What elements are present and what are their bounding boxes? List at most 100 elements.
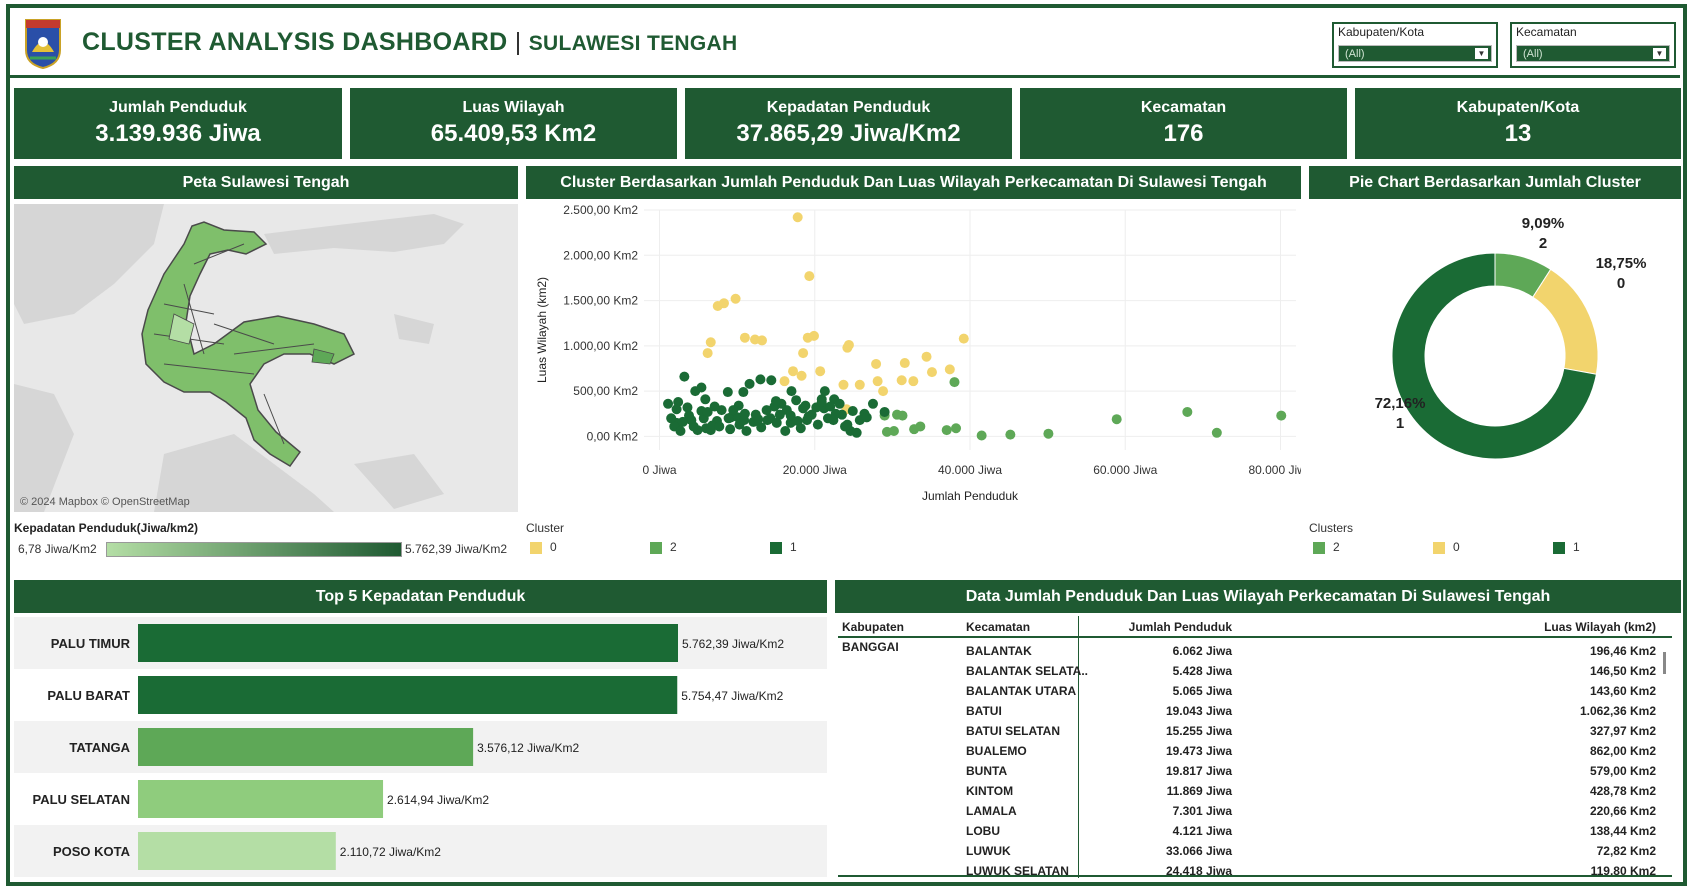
data-table[interactable]: Kabupaten Kecamatan Jumlah Penduduk Luas… bbox=[838, 616, 1672, 878]
scatter-point-cluster-1 bbox=[744, 378, 755, 389]
scatter-point-cluster-1 bbox=[709, 401, 720, 412]
kpi-value: 176 bbox=[1163, 120, 1204, 147]
table-row[interactable]: LAMALA 7.301 Jiwa 220,66 Km2 bbox=[838, 800, 1672, 820]
sulawesi-map[interactable] bbox=[14, 204, 518, 512]
table-row[interactable]: BUALEMO 19.473 Jiwa 862,00 Km2 bbox=[838, 740, 1672, 760]
scatter-point-cluster-1 bbox=[802, 415, 812, 426]
scatter-legend-item-2[interactable]: 2 bbox=[650, 540, 677, 554]
map-view[interactable]: © 2024 Mapbox © OpenStreetMap bbox=[14, 204, 518, 512]
bar-value-label: 2.614,94 Jiwa/Km2 bbox=[387, 793, 489, 807]
scatter-point-cluster-2 bbox=[897, 410, 908, 421]
pie-legend-item-0[interactable]: 0 bbox=[1433, 540, 1460, 554]
scatter-point-cluster-1 bbox=[851, 427, 862, 438]
scatter-point-cluster-1 bbox=[847, 406, 858, 417]
kecamatan-cell: BALANTAK bbox=[966, 644, 1032, 658]
chevron-down-icon[interactable]: ▼ bbox=[1475, 48, 1488, 59]
kecamatan-cell: BUALEMO bbox=[966, 744, 1027, 758]
scatter-point-cluster-1 bbox=[753, 414, 764, 425]
table-row[interactable]: KINTOM 11.869 Jiwa 428,78 Km2 bbox=[838, 780, 1672, 800]
pie-label-cluster-0: 18,75% 0 bbox=[1596, 255, 1647, 292]
table-panel-title: Data Jumlah Penduduk Dan Luas Wilayah Pe… bbox=[835, 580, 1681, 613]
scatter-point-cluster-0 bbox=[804, 271, 815, 282]
dashboard-frame bbox=[6, 4, 1687, 886]
kecamatan-cell: BUNTA bbox=[966, 764, 1008, 778]
y-tick-label: 500,00 Km2 bbox=[573, 384, 638, 398]
scatter-point-cluster-0 bbox=[730, 293, 741, 304]
scatter-point-cluster-1 bbox=[819, 386, 830, 397]
kpi-label: Luas Wilayah bbox=[462, 99, 565, 116]
kpi-value: 13 bbox=[1504, 120, 1532, 147]
filter-kabupaten[interactable]: Kabupaten/Kota (All) ▼ bbox=[1332, 22, 1498, 68]
col-header-luas-wilayah[interactable]: Luas Wilayah (km2) bbox=[1544, 620, 1656, 634]
map-panel-title: Peta Sulawesi Tengah bbox=[14, 166, 518, 199]
table-bottom-rule bbox=[838, 875, 1672, 877]
bar-panel-title: Top 5 Kepadatan Penduduk bbox=[14, 580, 827, 613]
table-row[interactable]: BALANTAK UTARA 5.065 Jiwa 143,60 Km2 bbox=[838, 680, 1672, 700]
scatter-point-cluster-1 bbox=[666, 413, 677, 424]
luas-wilayah-cell: 146,50 Km2 bbox=[1589, 664, 1656, 678]
x-axis-label: Jumlah Penduduk bbox=[922, 489, 1019, 503]
table-row[interactable]: BALANTAK SELATA.. 5.428 Jiwa 146,50 Km2 bbox=[838, 660, 1672, 680]
filter-kecamatan-select[interactable]: (All) ▼ bbox=[1516, 45, 1670, 62]
table-row[interactable]: BATUI SELATAN 15.255 Jiwa 327,97 Km2 bbox=[838, 720, 1672, 740]
scatter-point-cluster-1 bbox=[867, 398, 878, 409]
legend-swatch bbox=[1433, 541, 1445, 554]
scatter-point-cluster-0 bbox=[926, 367, 937, 378]
scatter-point-cluster-1 bbox=[741, 425, 752, 436]
pie-legend-item-1[interactable]: 1 bbox=[1553, 540, 1580, 554]
x-tick-label: 0 Jiwa bbox=[643, 463, 677, 477]
col-header-jumlah-penduduk[interactable]: Jumlah Penduduk bbox=[1128, 620, 1232, 634]
pie-legend-item-2[interactable]: 2 bbox=[1313, 540, 1340, 554]
scatter-chart[interactable]: 0 Jiwa 20.000 Jiwa 40.000 Jiwa 60.000 Jiwa 8… bbox=[526, 200, 1301, 512]
table-scrollbar[interactable] bbox=[1663, 652, 1666, 674]
y-axis-label: Luas Wilayah (km2) bbox=[535, 277, 549, 383]
map-legend-title: Kepadatan Penduduk(Jiwa/km2) bbox=[14, 521, 199, 535]
scatter-point-cluster-0 bbox=[958, 333, 969, 344]
scatter-point-cluster-1 bbox=[786, 386, 797, 397]
kecamatan-cell: BATUI bbox=[966, 704, 1002, 718]
kpi-label: Kabupaten/Kota bbox=[1456, 99, 1580, 116]
kecamatan-cell: LUWUK bbox=[966, 844, 1011, 858]
scatter-point-cluster-1 bbox=[714, 421, 725, 432]
scatter-point-cluster-1 bbox=[830, 408, 841, 419]
scatter-point-cluster-1 bbox=[679, 371, 690, 382]
jumlah-penduduk-cell: 19.817 Jiwa bbox=[1165, 764, 1232, 778]
scatter-point-cluster-1 bbox=[725, 424, 736, 435]
col-header-kabupaten[interactable]: Kabupaten bbox=[842, 620, 905, 634]
filter-kabupaten-select[interactable]: (All) ▼ bbox=[1338, 45, 1492, 62]
scatter-point-cluster-1 bbox=[812, 419, 823, 430]
scatter-legend-item-0[interactable]: 0 bbox=[530, 540, 557, 554]
x-tick-label: 40.000 Jiwa bbox=[938, 463, 1002, 477]
filter-kabupaten-value: (All) bbox=[1345, 48, 1365, 60]
chevron-down-icon[interactable]: ▼ bbox=[1653, 48, 1666, 59]
pie-slice-cluster-1 bbox=[1391, 252, 1597, 460]
y-tick-label: 2.500,00 Km2 bbox=[563, 203, 638, 217]
header: CLUSTER ANALYSIS DASHBOARD | SULAWESI TE… bbox=[10, 6, 1680, 78]
scatter-point-cluster-1 bbox=[663, 398, 674, 409]
pie-chart[interactable]: 9,09% 2 18,75% 0 72,16% 1 bbox=[1309, 200, 1681, 512]
bar-category-label: PALU SELATAN bbox=[33, 792, 131, 807]
scatter-point-cluster-1 bbox=[816, 397, 827, 407]
scatter-point-cluster-0 bbox=[838, 379, 849, 390]
kecamatan-cell: KINTOM bbox=[966, 784, 1014, 798]
kecamatan-cell: BALANTAK SELATA.. bbox=[966, 664, 1088, 678]
table-row[interactable]: LUWUK SELATAN 24.418 Jiwa 119,80 Km2 bbox=[838, 860, 1672, 878]
col-header-kecamatan[interactable]: Kecamatan bbox=[966, 620, 1031, 634]
bar-chart[interactable]: PALU TIMUR 5.762,39 Jiwa/Km2 PALU BARAT 5.7… bbox=[14, 617, 827, 879]
scatter-legend-item-1[interactable]: 1 bbox=[770, 540, 797, 554]
kecamatan-cell: LUWUK SELATAN bbox=[966, 864, 1069, 878]
scatter-point-cluster-1 bbox=[761, 405, 772, 416]
table-row[interactable]: BATUI 19.043 Jiwa 1.062,36 Km2 bbox=[838, 700, 1672, 720]
bar-value-label: 3.576,12 Jiwa/Km2 bbox=[477, 741, 579, 755]
scatter-point-cluster-1 bbox=[675, 425, 686, 436]
table-row[interactable]: BUNTA 19.817 Jiwa 579,00 Km2 bbox=[838, 760, 1672, 780]
filter-kecamatan[interactable]: Kecamatan (All) ▼ bbox=[1510, 22, 1676, 68]
jumlah-penduduk-cell: 24.418 Jiwa bbox=[1165, 864, 1232, 878]
table-row[interactable]: LUWUK 33.066 Jiwa 72,82 Km2 bbox=[838, 840, 1672, 860]
table-row[interactable]: LOBU 4.121 Jiwa 138,44 Km2 bbox=[838, 820, 1672, 840]
table-row[interactable]: BALANTAK 6.062 Jiwa 196,46 Km2 bbox=[838, 640, 1672, 660]
scatter-point-cluster-0 bbox=[788, 366, 799, 377]
scatter-point-cluster-2 bbox=[949, 377, 960, 388]
luas-wilayah-cell: 143,60 Km2 bbox=[1589, 684, 1656, 698]
scatter-point-cluster-1 bbox=[756, 422, 767, 433]
